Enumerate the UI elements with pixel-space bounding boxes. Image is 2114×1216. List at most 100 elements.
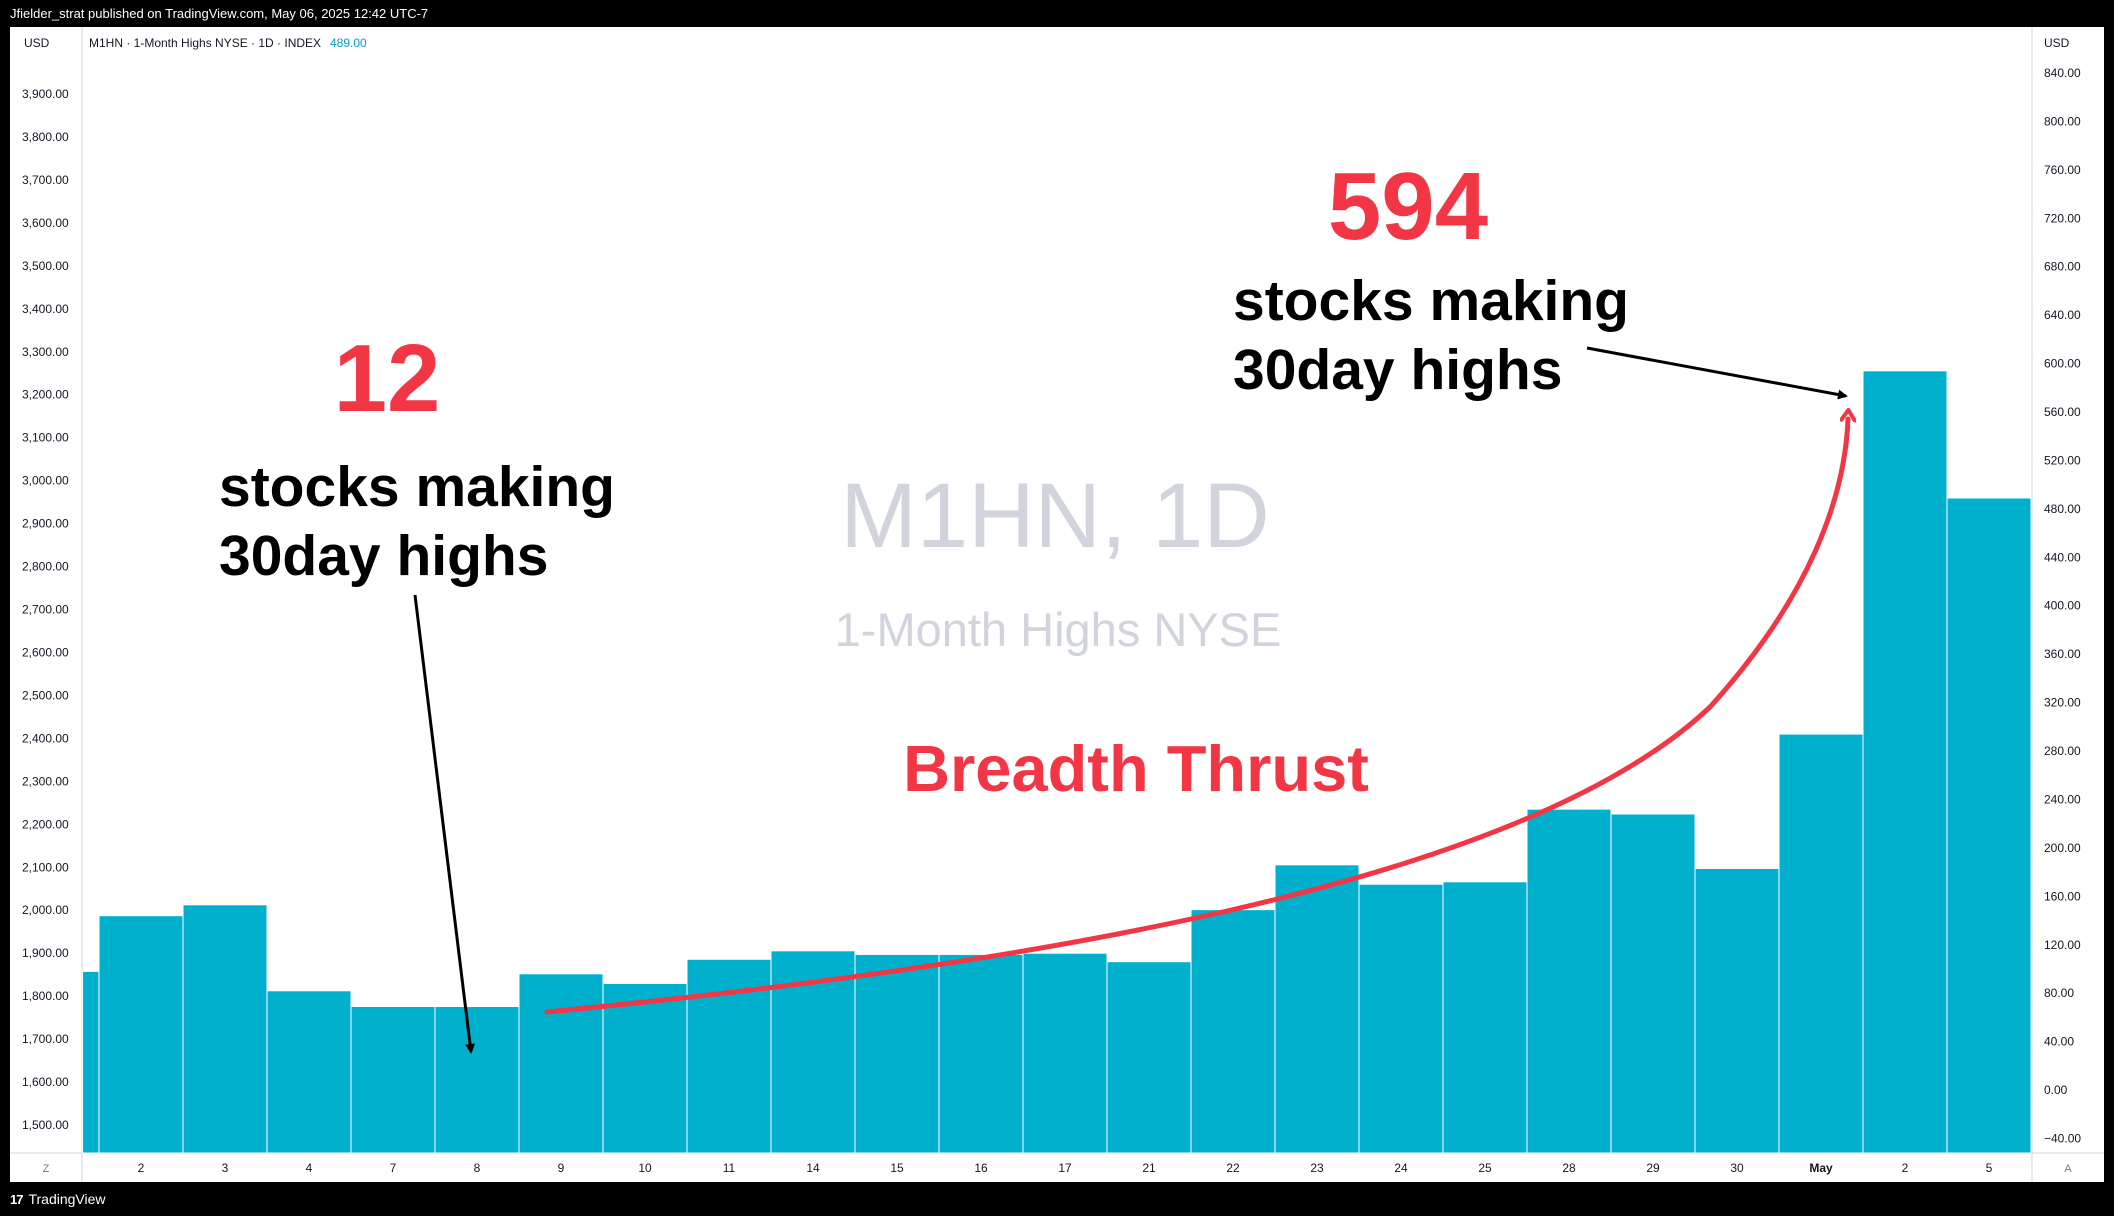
x-tick-label: 2 — [138, 1161, 145, 1175]
low-caption-line2: 30day highs — [219, 524, 548, 588]
tradingview-logo[interactable]: 17 TradingView — [10, 1191, 106, 1207]
right-tick-label: 560.00 — [2044, 405, 2081, 419]
auto-scale-button[interactable]: A — [2064, 1163, 2072, 1175]
x-tick-label: 10 — [638, 1161, 652, 1175]
x-tick-label: 15 — [890, 1161, 904, 1175]
left-tick-label: 2,400.00 — [22, 731, 69, 745]
x-tick-label: 25 — [1478, 1161, 1492, 1175]
bar — [1946, 497, 2032, 1154]
bar — [1106, 961, 1192, 1154]
bar-series — [82, 370, 2032, 1154]
left-currency-label[interactable]: USD — [24, 36, 50, 50]
bar — [602, 982, 688, 1154]
bar — [1274, 864, 1360, 1154]
published-caption: Jfielder_strat published on TradingView.… — [10, 6, 429, 21]
left-tick-label: 3,500.00 — [22, 259, 69, 273]
low-pointer-arrow — [413, 594, 475, 1054]
bar — [1778, 733, 1864, 1154]
x-tick-label: 2 — [1902, 1161, 1909, 1175]
x-tick-label: 23 — [1310, 1161, 1324, 1175]
x-tick-label: 3 — [222, 1161, 229, 1175]
x-tick-label: 9 — [558, 1161, 565, 1175]
x-tick-label: 8 — [474, 1161, 481, 1175]
breadth-thrust-label: Breadth Thrust — [903, 732, 1369, 805]
bar — [1022, 952, 1108, 1154]
thrust-curve-arrow — [544, 419, 1848, 1015]
left-price-axis[interactable]: 3,900.00 3,800.00 3,700.00 3,600.00 3,500.00… — [22, 87, 69, 1132]
right-tick-label: 160.00 — [2044, 889, 2081, 903]
left-tick-label: 3,000.00 — [22, 474, 69, 488]
right-tick-label: 40.00 — [2044, 1035, 2074, 1049]
left-tick-label: 2,100.00 — [22, 860, 69, 874]
right-tick-label: −40.00 — [2044, 1131, 2081, 1145]
left-tick-label: 3,400.00 — [22, 302, 69, 316]
x-tick-label: 28 — [1562, 1161, 1576, 1175]
left-tick-label: 2,700.00 — [22, 603, 69, 617]
x-tick-label: 22 — [1226, 1161, 1240, 1175]
right-tick-label: 440.00 — [2044, 550, 2081, 564]
x-tick-label: 11 — [723, 1161, 736, 1175]
tradingview-logo-icon: 17 — [10, 1191, 24, 1207]
left-tick-label: 3,300.00 — [22, 345, 69, 359]
bar — [1442, 881, 1528, 1154]
x-tick-label: 7 — [390, 1161, 397, 1175]
bar — [350, 1005, 436, 1154]
right-tick-label: 200.00 — [2044, 841, 2081, 855]
x-tick-label: 4 — [306, 1161, 313, 1175]
left-tick-label: 1,500.00 — [22, 1118, 69, 1132]
left-tick-label: 1,600.00 — [22, 1075, 69, 1089]
right-tick-label: 800.00 — [2044, 114, 2081, 128]
right-tick-label: 840.00 — [2044, 66, 2081, 80]
left-scale-button[interactable]: Z — [43, 1163, 50, 1175]
time-axis[interactable]: 2 3 4 7 8 9 10 11 14 15 16 17 21 22 23 24 25 28 29 30 May 2 5 — [138, 1161, 1993, 1175]
low-caption-line1: stocks making — [219, 455, 615, 519]
high-caption-line2: 30day highs — [1233, 338, 1562, 402]
right-tick-label: 360.00 — [2044, 647, 2081, 661]
right-tick-label: 80.00 — [2044, 986, 2074, 1000]
bar — [518, 973, 604, 1154]
right-tick-label: 480.00 — [2044, 502, 2081, 516]
x-tick-label: May — [1809, 1161, 1833, 1175]
left-tick-label: 2,000.00 — [22, 903, 69, 917]
left-tick-label: 2,900.00 — [22, 517, 69, 531]
x-tick-label: 17 — [1058, 1161, 1072, 1175]
bar — [182, 904, 268, 1154]
left-tick-label: 3,100.00 — [22, 431, 69, 445]
watermark-subtitle: 1-Month Highs NYSE — [835, 603, 1282, 656]
left-tick-label: 3,900.00 — [22, 87, 69, 101]
watermark-title: M1HN, 1D — [840, 465, 1269, 567]
high-pointer-arrow — [1586, 346, 1848, 400]
right-tick-label: 520.00 — [2044, 453, 2081, 467]
right-currency-label[interactable]: USD — [2044, 36, 2070, 50]
right-tick-label: 320.00 — [2044, 696, 2081, 710]
right-tick-label: 720.00 — [2044, 211, 2081, 225]
chart[interactable]: USD USD M1HN · 1-Month Highs NYSE · 1D ·… — [10, 27, 2104, 1182]
high-caption-line1: stocks making — [1233, 269, 1629, 333]
left-tick-label: 1,900.00 — [22, 946, 69, 960]
x-tick-label: 24 — [1394, 1161, 1408, 1175]
left-tick-label: 2,800.00 — [22, 560, 69, 574]
x-tick-label: 30 — [1730, 1161, 1744, 1175]
low-count-label: 12 — [334, 325, 441, 432]
tradingview-brand-text: TradingView — [28, 1191, 106, 1207]
footer-bar: 17 TradingView — [0, 1183, 2114, 1216]
right-tick-label: 0.00 — [2044, 1083, 2068, 1097]
left-tick-label: 2,300.00 — [22, 774, 69, 788]
right-price-axis[interactable]: 840.00 800.00 760.00 720.00 680.00 640.00 600.… — [2044, 66, 2081, 1145]
left-tick-label: 2,600.00 — [22, 645, 69, 659]
bar — [1190, 909, 1276, 1154]
bar — [266, 990, 352, 1154]
chart-frame: USD USD M1HN · 1-Month Highs NYSE · 1D ·… — [10, 27, 2104, 1182]
bar — [1526, 808, 1612, 1154]
left-tick-label: 3,800.00 — [22, 130, 69, 144]
x-tick-label: 14 — [806, 1161, 820, 1175]
legend-symbol[interactable]: M1HN · 1-Month Highs NYSE · 1D · INDEX — [89, 36, 321, 50]
left-tick-label: 1,800.00 — [22, 989, 69, 1003]
bar — [938, 953, 1024, 1154]
right-tick-label: 240.00 — [2044, 792, 2081, 806]
right-tick-label: 680.00 — [2044, 260, 2081, 274]
x-tick-label: 21 — [1142, 1161, 1156, 1175]
bar — [1610, 813, 1696, 1154]
right-tick-label: 280.00 — [2044, 744, 2081, 758]
bar — [854, 953, 940, 1154]
